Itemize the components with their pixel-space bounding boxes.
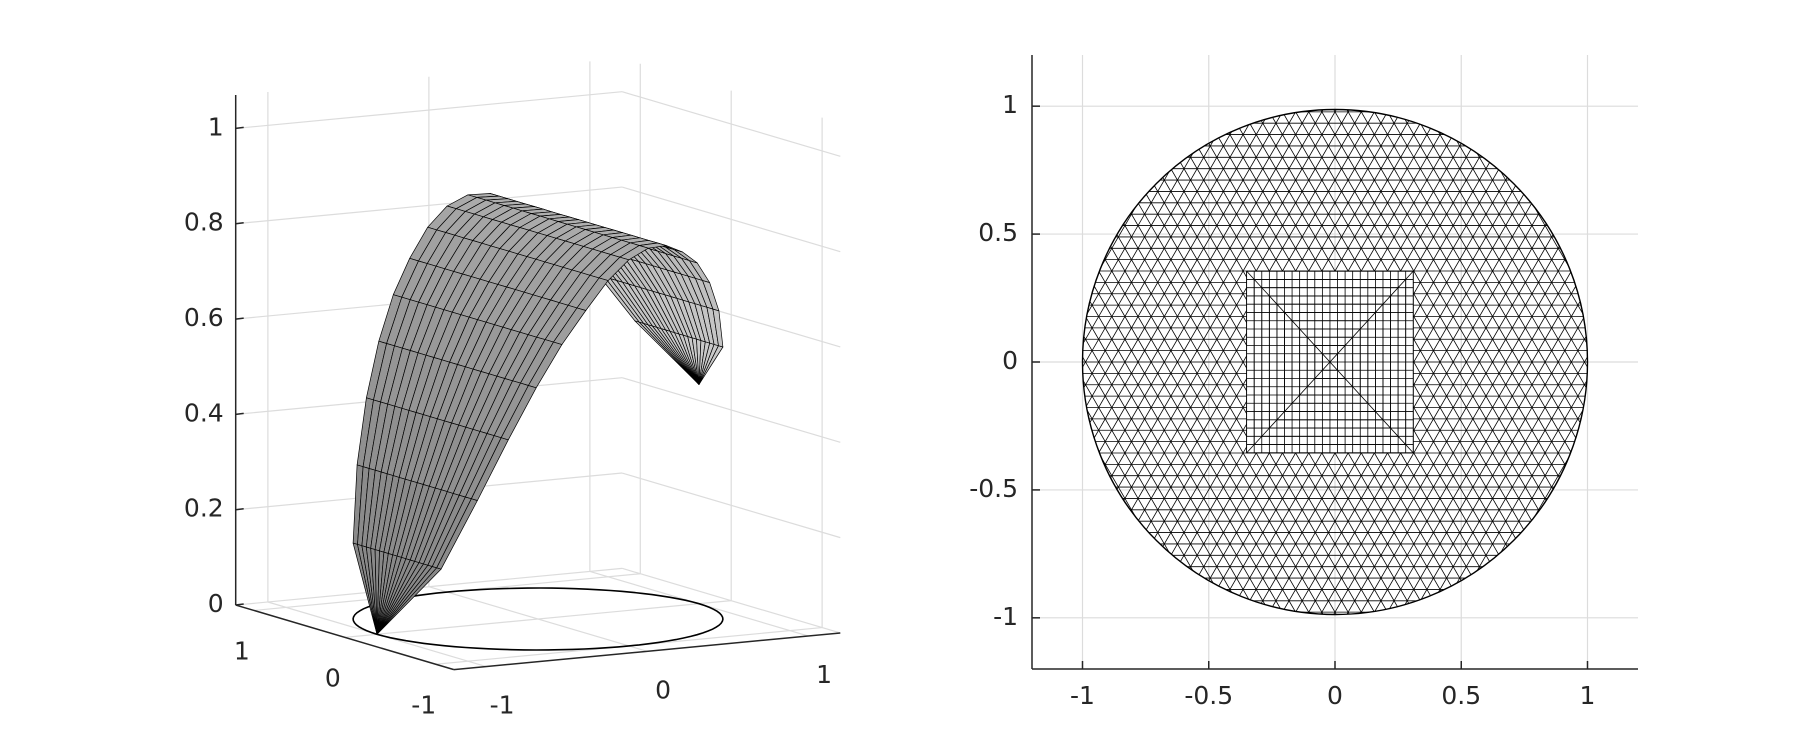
mesh-edge [1082, 109, 1369, 557]
mesh-edge [1082, 109, 1330, 534]
z-tick [235, 317, 244, 320]
x-axis [453, 632, 841, 671]
mesh-edge [1082, 207, 1300, 615]
mesh-edge [1370, 109, 1588, 517]
mesh-edge [1082, 109, 1359, 551]
z-tick [235, 603, 244, 606]
wall-grid-line [235, 186, 623, 225]
mesh-edge [1261, 144, 1566, 615]
mesh-edge [1389, 218, 1588, 615]
y-tick-label: 1 [234, 636, 250, 665]
mesh-edge [1291, 109, 1588, 563]
y-tick-label: 0 [325, 663, 341, 692]
mesh-edge [1082, 218, 1281, 615]
mesh-edge [1082, 173, 1359, 615]
mesh-edge [1429, 241, 1588, 615]
z-tick [235, 221, 244, 225]
mesh-edge [1082, 109, 1320, 528]
z-tick [235, 507, 244, 511]
mesh-edge [1409, 109, 1588, 494]
mesh-edge [1360, 201, 1588, 615]
mesh-edge [1271, 150, 1576, 615]
mesh-edge [1370, 207, 1588, 615]
x-tick-label: 0 [655, 675, 671, 704]
wall-grid-line [235, 91, 623, 130]
x-tick-label: 0.5 [1441, 681, 1481, 710]
wall-grid-line [621, 91, 841, 157]
y-tick-label: -1 [993, 602, 1018, 631]
wall-grid-line [621, 377, 841, 443]
mesh-edge [1291, 161, 1588, 615]
y-tick-label: 0 [1002, 346, 1018, 375]
z-tick-label: 0.6 [184, 303, 224, 332]
mesh-edge [1311, 173, 1588, 615]
wall-grid-line [621, 186, 841, 253]
mesh-edge [1082, 109, 1290, 511]
wall-grid-line [621, 567, 841, 634]
y-axis [235, 604, 455, 671]
surface-face [500, 385, 537, 441]
mesh-edge [1082, 109, 1310, 523]
mesh-edge [1082, 109, 1281, 506]
mesh-edge [1271, 109, 1576, 574]
mesh-edge [1082, 109, 1221, 472]
mesh-edge [1350, 196, 1588, 615]
mesh-edge [1082, 109, 1379, 563]
z-tick-label: 0.2 [184, 494, 224, 523]
mesh-edge [1311, 109, 1588, 551]
y-tick-label: 0.5 [978, 218, 1018, 247]
y-tick-label: 1 [1002, 90, 1018, 119]
mesh-edge [1419, 109, 1588, 489]
x-tick-label: 0 [1327, 681, 1343, 710]
z-tick [235, 412, 244, 416]
x-tick-label: -1 [490, 691, 515, 720]
mesh-edge [1389, 109, 1588, 506]
x-tick-label: -1 [1070, 681, 1095, 710]
mesh-edge [1281, 156, 1586, 615]
wall-grid-line [235, 567, 623, 606]
mesh-edge [1380, 213, 1588, 615]
z-tick-label: 1 [208, 112, 224, 141]
floor-grid-line [344, 600, 732, 638]
mesh-edge [1350, 109, 1588, 528]
x-tick-label: 1 [1580, 681, 1596, 710]
mesh-edge [1399, 109, 1588, 500]
mesh-edge [1380, 109, 1588, 511]
mesh-edge [1082, 109, 1271, 500]
mesh-edge [1301, 167, 1588, 615]
z-tick-label: 0.8 [184, 208, 224, 237]
mesh-edge [1340, 190, 1588, 615]
mesh-edge [1449, 109, 1588, 472]
mesh-edge [1084, 109, 1389, 568]
mesh-edge [1399, 224, 1588, 615]
mesh-edge [1082, 109, 1300, 517]
mesh-edge [1419, 235, 1588, 615]
mesh-edge [1082, 196, 1320, 615]
mesh-edge [1082, 161, 1379, 615]
x-tick-label: 1 [816, 660, 832, 689]
mesh-diagonal [1246, 270, 1414, 454]
z-tick-label: 0 [208, 589, 224, 618]
y-tick-label: -0.5 [969, 474, 1018, 503]
y-tick-label: -1 [411, 690, 436, 719]
domain-boundary [1081, 108, 1589, 616]
z-tick [235, 126, 244, 130]
wall-grid-line [621, 472, 841, 539]
x-tick-label: -0.5 [1184, 681, 1233, 710]
z-tick-label: 0.4 [184, 398, 224, 427]
